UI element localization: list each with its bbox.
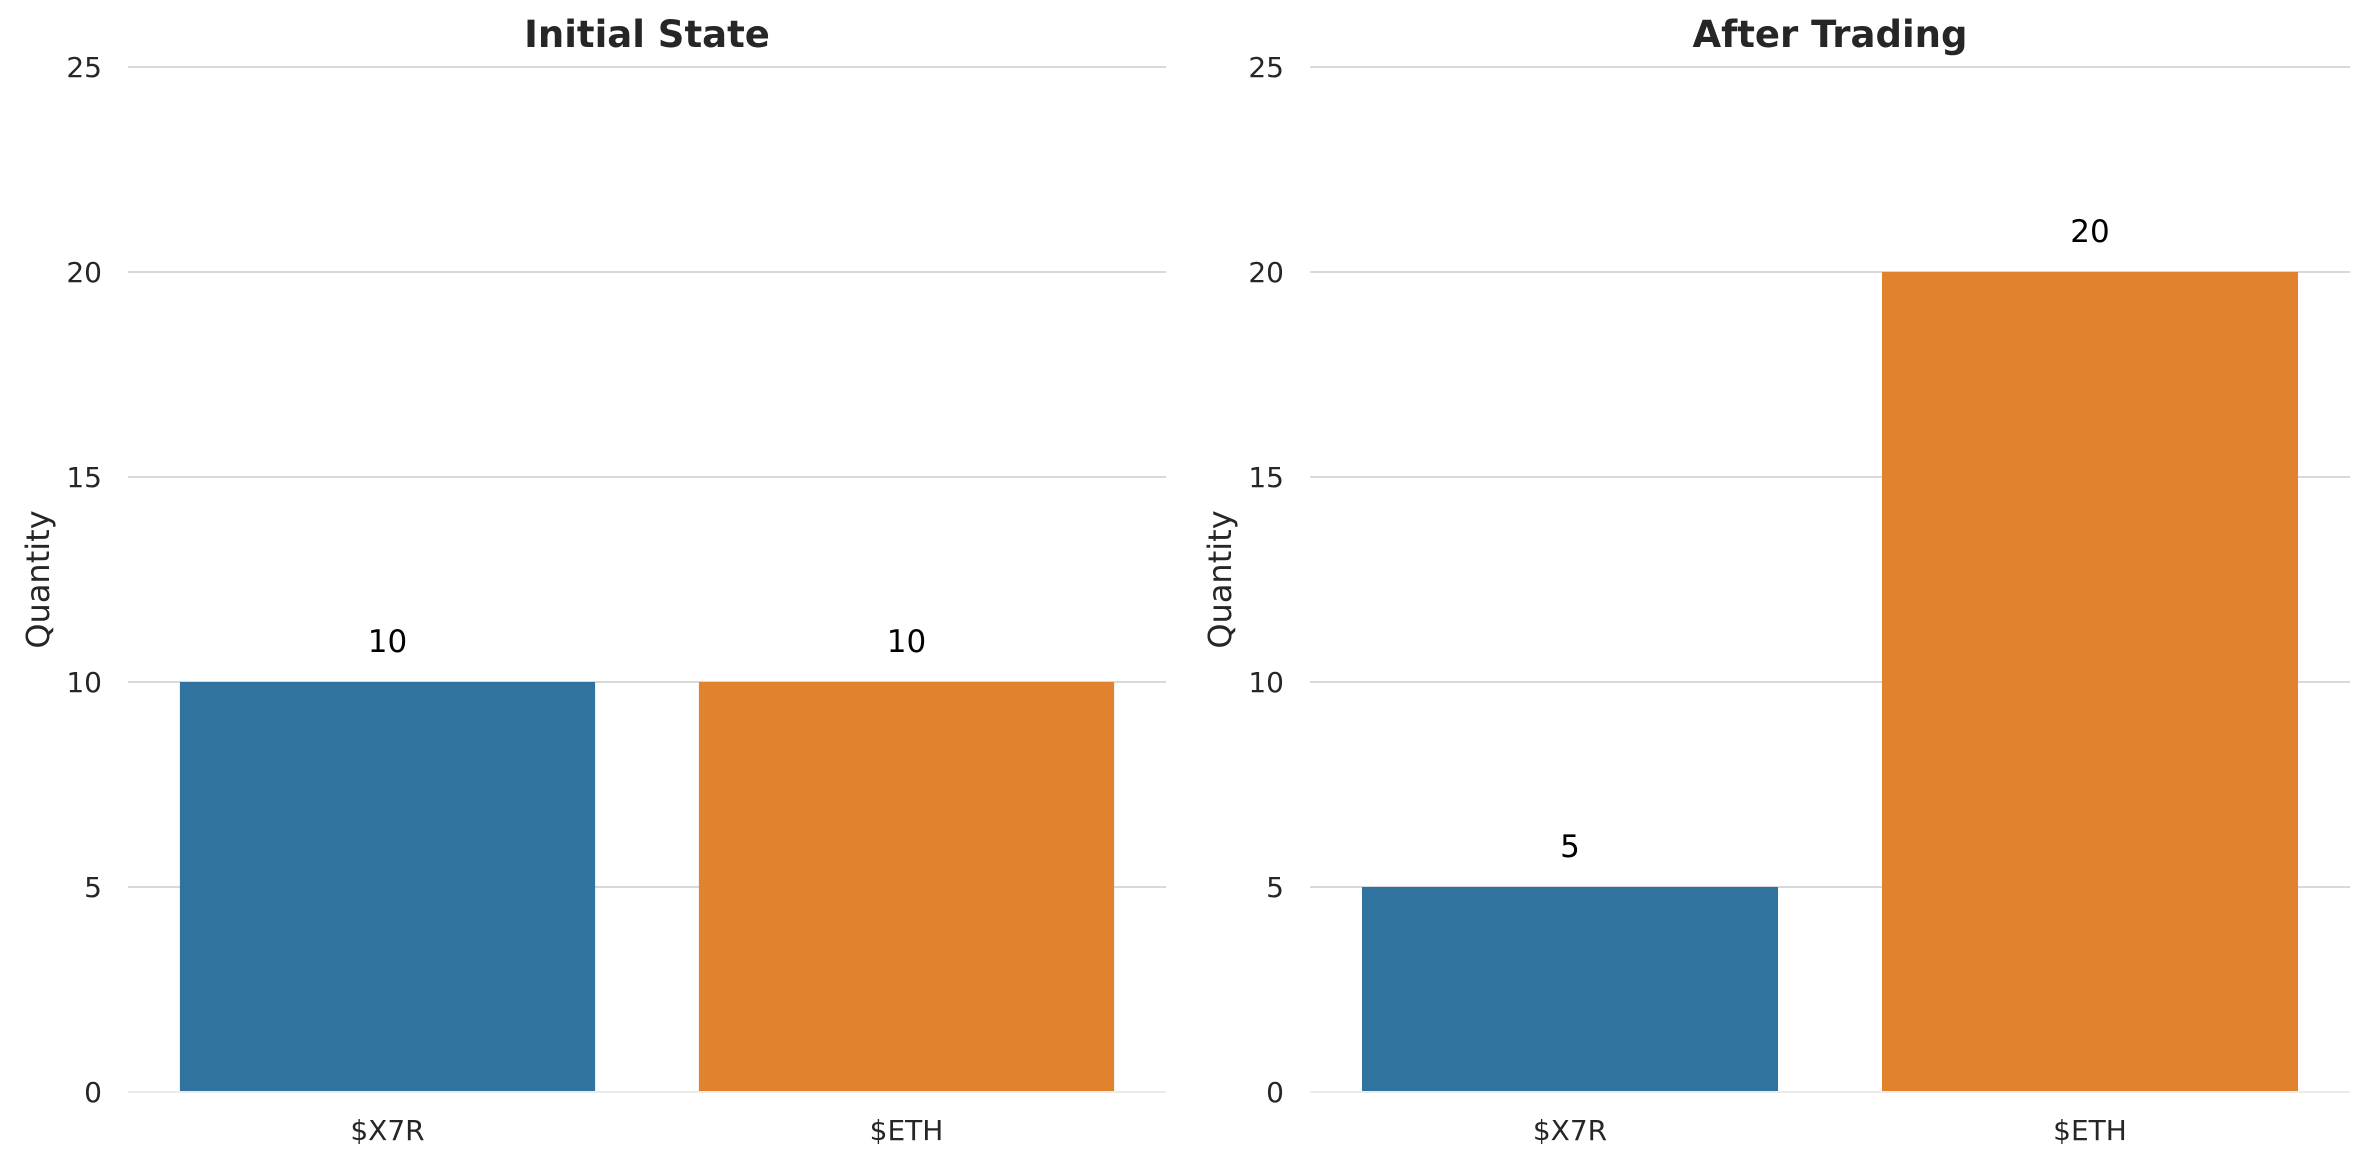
chart-title: After Trading (1692, 13, 1967, 56)
x-tick-label: $ETH (2053, 1114, 2127, 1147)
bar-eth (698, 682, 1115, 1092)
y-tick-label: 25 (66, 51, 102, 84)
x-tick-label: $X7R (1533, 1114, 1607, 1147)
data-label: 20 (2070, 214, 2109, 250)
bar-eth (1882, 272, 2298, 1092)
chart-after-trading: After Trading Quantity 0 5 10 15 20 25 5 $X7R 20… (1201, 13, 2350, 1147)
y-tick-label: 10 (66, 666, 102, 699)
y-tick-label: 15 (1248, 461, 1284, 494)
bar-x7r (179, 682, 596, 1092)
y-tick-label: 0 (1266, 1076, 1284, 1109)
x-tick-label: $ETH (870, 1114, 944, 1147)
data-label: 10 (368, 624, 407, 660)
y-tick-label: 10 (1248, 666, 1284, 699)
bar-x7r (1362, 887, 1778, 1092)
data-label: 5 (1560, 829, 1580, 865)
x-tick-label: $X7R (350, 1114, 424, 1147)
chart-initial-state: Initial State Quantity 0 5 10 15 20 25 10 $X7R 1… (19, 13, 1166, 1147)
y-tick-label: 20 (66, 256, 102, 289)
y-tick-label: 5 (1266, 871, 1284, 904)
y-tick-label: 0 (84, 1076, 102, 1109)
y-tick-label: 25 (1248, 51, 1284, 84)
data-label: 10 (887, 624, 926, 660)
y-axis-label: Quantity (1201, 510, 1239, 648)
y-tick-label: 20 (1248, 256, 1284, 289)
y-axis-label: Quantity (19, 510, 57, 648)
chart-title: Initial State (524, 13, 770, 56)
y-tick-label: 15 (66, 461, 102, 494)
y-tick-label: 5 (84, 871, 102, 904)
